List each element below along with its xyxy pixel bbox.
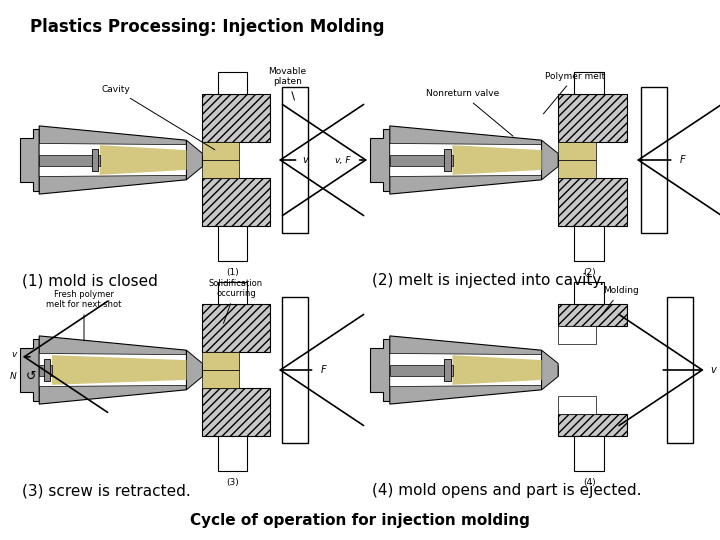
Text: (4): (4) [583,478,595,487]
Polygon shape [390,144,541,177]
Bar [558,178,627,226]
Bar [558,414,627,436]
Polygon shape [370,129,390,191]
Bar [282,87,308,233]
Text: (2): (2) [583,268,595,276]
Polygon shape [186,140,202,180]
Bar [575,72,604,94]
Polygon shape [100,145,186,175]
Bar [575,226,604,261]
Text: v: v [12,350,17,359]
Text: Plastics Processing: Injection Molding: Plastics Processing: Injection Molding [30,18,384,36]
Bar [444,149,451,171]
Bar [558,304,627,326]
Bar [390,364,452,375]
Bar [390,154,452,165]
Bar [218,436,247,471]
Text: F: F [321,365,326,375]
Bar [558,94,627,143]
Text: Movable
platen: Movable platen [269,67,307,100]
Bar [558,143,596,160]
Bar [667,298,693,443]
Text: Cycle of operation for injection molding: Cycle of operation for injection molding [190,513,530,528]
Polygon shape [452,355,541,385]
Polygon shape [39,126,186,194]
Polygon shape [39,336,186,404]
Bar [575,282,604,304]
Bar [202,160,239,178]
Polygon shape [541,140,558,180]
Bar [558,160,596,178]
Polygon shape [20,339,39,401]
Bar [218,282,247,304]
Text: (4) mold opens and part is ejected.: (4) mold opens and part is ejected. [372,483,642,498]
Bar [202,143,239,160]
Bar [92,149,99,171]
Text: Molding: Molding [601,286,639,315]
Bar [218,226,247,261]
Bar [202,388,269,436]
Text: N: N [10,372,17,381]
Bar [39,364,52,375]
Text: Fresh polymer
melt for next shot: Fresh polymer melt for next shot [46,290,122,341]
Polygon shape [52,355,186,385]
Text: F: F [680,155,686,165]
Bar [202,178,269,226]
Polygon shape [390,336,541,404]
Polygon shape [39,354,186,387]
Text: v: v [302,155,307,165]
Bar [575,436,604,471]
Polygon shape [370,339,390,401]
Bar [202,94,269,143]
Text: v: v [711,365,716,375]
Bar [444,359,451,381]
Bar [44,359,50,381]
Text: (3) screw is retracted.: (3) screw is retracted. [22,483,191,498]
Polygon shape [390,126,541,194]
Bar [558,326,596,343]
Bar [202,370,239,388]
Text: (3): (3) [226,478,239,487]
Polygon shape [541,350,558,390]
Polygon shape [452,145,541,175]
Bar [641,87,667,233]
Polygon shape [39,144,186,177]
Bar [218,72,247,94]
Bar [558,396,596,414]
Text: Polymer melt: Polymer melt [544,72,605,114]
Text: v, F: v, F [335,156,350,165]
Text: ↺: ↺ [26,370,37,383]
Polygon shape [390,354,541,387]
Text: Nonreturn valve: Nonreturn valve [426,90,513,136]
Text: (1) mold is closed: (1) mold is closed [22,273,158,288]
Text: (1): (1) [226,268,239,276]
Polygon shape [186,350,202,390]
Bar [202,304,269,353]
Bar [202,353,239,370]
Text: Cavity: Cavity [102,85,215,150]
Bar [282,298,308,443]
Text: (2) melt is injected into cavity.: (2) melt is injected into cavity. [372,273,604,288]
Text: Solidification
occurring: Solidification occurring [209,279,263,323]
Bar [39,154,100,165]
Polygon shape [20,129,39,191]
